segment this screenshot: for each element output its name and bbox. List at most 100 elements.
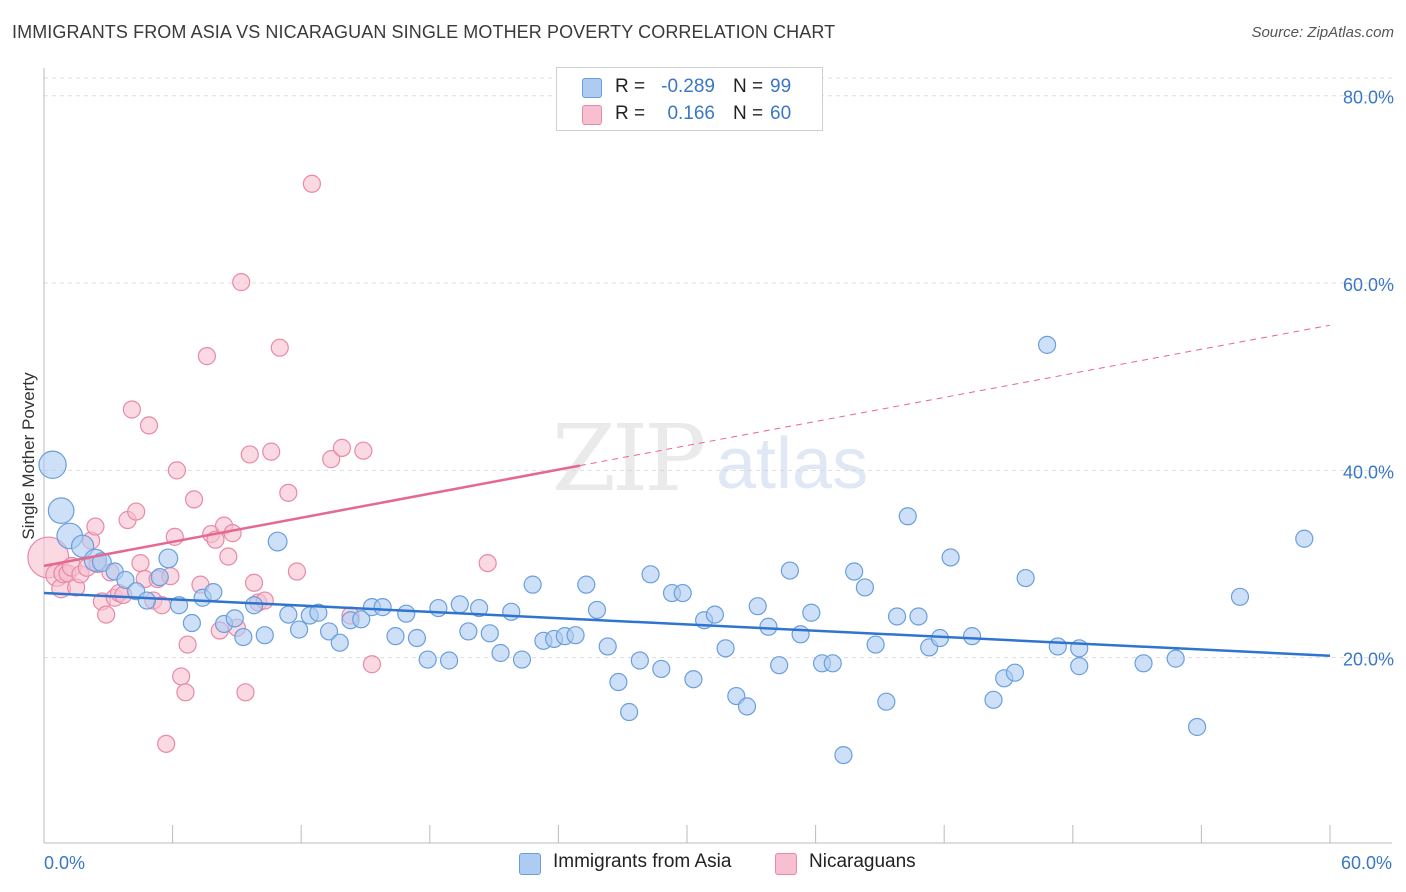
nicaraguan-point-59 [362,655,382,674]
nicaraguan-point-32 [176,683,195,702]
watermark: ZIP atlas [552,405,868,512]
series-legend: Immigrants from Asia Nicaraguans [0,851,1406,879]
n-label: N = [733,103,764,124]
x-ticks [43,825,1331,843]
asia-point-68 [770,656,789,675]
nicaraguan-point-56 [332,438,352,457]
asia-point-84 [941,548,960,567]
legend-swatch-pink [582,105,602,125]
asia-point-45 [523,575,542,594]
asia-point-36 [429,598,448,618]
legend-label: Nicaraguans [809,851,916,872]
asia-point-38 [450,595,469,614]
asia-point-92 [1070,657,1089,676]
nicaraguan-point-58 [354,441,373,460]
nicaraguan-point-27 [157,734,176,753]
asia-point-97 [1230,587,1250,606]
asia-point-96 [1188,717,1207,737]
nicaraguan-point-54 [302,174,322,193]
nicaraguan-point-51 [270,338,289,357]
trend-line-asia [43,591,1331,658]
asia-point-60 [684,670,703,689]
asia-point-74 [834,745,853,765]
asia-point-76 [855,578,874,597]
asia-point-71 [802,603,821,622]
nicaraguan-point-30 [167,461,186,480]
r-label: R = [615,76,646,97]
nicaraguan-point-42 [223,524,242,543]
nicaraguan-point-50 [262,442,281,461]
asia-point-49 [566,626,585,645]
x-tick-labels: 0.0% 60.0% [44,853,1392,873]
asia-point-11 [158,548,179,569]
asia-point-80 [898,507,917,526]
asia-point-53 [609,672,628,692]
asia-point-66 [748,597,767,616]
asia-point-18 [234,627,253,647]
r-label: R = [615,103,646,124]
n-value: 99 [770,76,792,97]
trend-lines [43,324,1331,658]
legend-swatch-blue [582,78,602,98]
asia-point-7 [116,570,135,590]
nicaraguan-point-23 [139,416,159,435]
asia-point-19 [244,596,264,615]
asia-point-41 [480,624,499,643]
y-axis-title: Single Mother Poverty [19,372,38,540]
asia-point-26 [319,622,339,641]
nicaraguan-point-19 [122,400,141,419]
trend-line-nicaraguans-solid [43,464,581,568]
asia-point-1 [47,497,75,524]
asia-point-21 [267,531,288,552]
asia-point-62 [705,605,724,624]
trend-line-nicaraguans-dashed [579,324,1331,467]
nicaraguan-point-44 [232,273,251,292]
asia-point-69 [780,561,799,580]
nicaraguan-point-36 [197,347,216,366]
asia-point-0 [38,450,67,479]
nicaraguan-point-41 [219,547,238,566]
asia-point-10 [150,568,169,587]
asia-point-50 [577,575,596,594]
asia-point-88 [1005,663,1025,682]
asia-point-44 [512,650,532,669]
x-tick-label-1: 60.0% [1341,853,1392,873]
r-value: 0.166 [667,103,715,124]
asia-point-5 [91,552,112,573]
nicaraguan-point-60 [478,553,497,573]
asia-point-56 [641,565,660,584]
asia-point-95 [1166,649,1185,668]
asia-point-86 [984,690,1003,709]
asia-point-59 [673,583,692,603]
asia-point-67 [759,617,778,636]
asia-point-65 [737,697,757,716]
asia-point-79 [887,607,907,626]
asia-point-32 [386,627,405,646]
r-value: -0.289 [661,76,715,97]
watermark-atlas: atlas [716,424,868,504]
asia-point-52 [598,637,617,656]
y-tick-label-1: 40.0% [1343,462,1394,482]
source-credit: Source: ZipAtlas.com [1251,24,1394,41]
asia-point-35 [418,650,437,669]
asia-point-94 [1134,654,1153,673]
asia-point-70 [791,625,810,644]
nicaraguan-point-55 [322,450,341,469]
nicaraguan-point-46 [240,445,259,464]
y-tick-label-3: 80.0% [1343,88,1394,108]
nicaraguan-point-45 [236,683,255,702]
n-label: N = [733,76,764,97]
asia-point-81 [909,607,928,626]
asia-point-55 [630,651,649,670]
asia-point-29 [352,610,371,629]
nicaraguan-point-20 [127,502,146,521]
asia-point-98 [1295,529,1314,548]
asia-point-39 [459,622,478,641]
asia-point-54 [620,702,639,722]
watermark-zip: ZIP [552,405,703,512]
grid-lines [44,77,1392,659]
chart-title: IMMIGRANTS FROM ASIA VS NICARAGUAN SINGL… [12,22,836,42]
asia-point-40 [469,598,489,618]
asia-point-27 [330,633,349,652]
legend-label: Immigrants from Asia [553,851,732,872]
